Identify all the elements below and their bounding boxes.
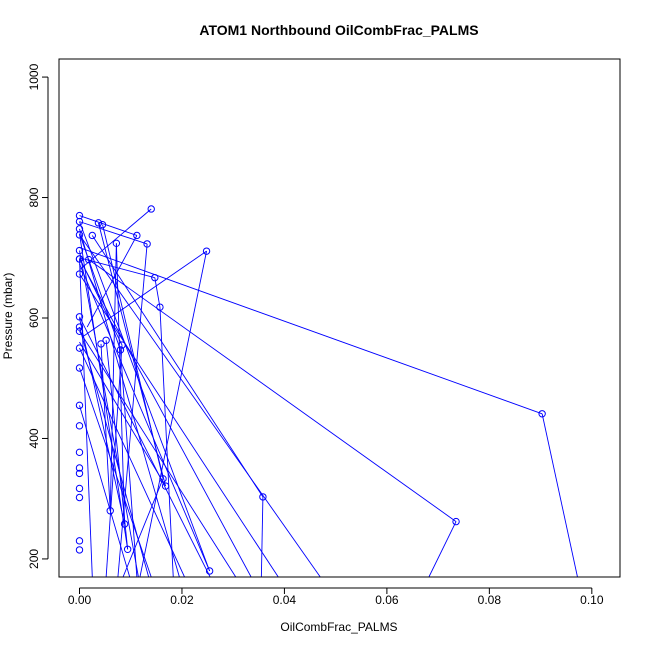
data-point (452, 517, 460, 526)
series-line-segment (79, 258, 93, 577)
y-tick-label: 200 (27, 549, 41, 569)
series-line-segment (98, 222, 167, 487)
series-line-segment (79, 316, 211, 577)
data-point (147, 205, 155, 213)
series-line-segment (260, 496, 264, 577)
series-line-segment (88, 259, 457, 522)
data-point (75, 493, 84, 502)
data-point (75, 255, 84, 263)
x-tick-label: 0.08 (478, 593, 502, 607)
data-point (143, 240, 151, 248)
data-point (75, 231, 84, 239)
data-point (112, 239, 121, 248)
data-point (75, 484, 84, 493)
data-point (123, 545, 132, 553)
series-line-segment (79, 215, 138, 236)
data-point (75, 313, 84, 321)
data-point (75, 546, 84, 554)
series-line-segment (79, 233, 129, 550)
data-point (88, 231, 97, 240)
x-axis-title: OilCombFrac_PALMS (280, 620, 397, 634)
series-line-segment (79, 221, 148, 245)
data-point (538, 410, 546, 418)
x-tick-label: 0.00 (68, 593, 92, 607)
data-point (75, 327, 84, 335)
data-point (75, 364, 84, 372)
data-point (75, 323, 84, 331)
series-line-segment (105, 340, 129, 550)
data-point (75, 422, 84, 430)
data-point (116, 346, 125, 354)
data-point (75, 401, 84, 410)
data-point (75, 537, 84, 545)
y-tick-label: 600 (27, 308, 41, 328)
data-point (205, 567, 214, 575)
data-point (102, 336, 110, 344)
series-line-segment (159, 307, 174, 577)
x-tick-label: 0.06 (375, 593, 399, 607)
data-point (159, 475, 167, 483)
y-tick-label: 1000 (27, 63, 41, 90)
series-line-segment (79, 247, 543, 415)
series-line-segment (100, 343, 111, 511)
data-point (75, 270, 84, 278)
series-line-segment (79, 228, 180, 577)
data-point (98, 220, 107, 229)
series-line-segment (79, 405, 131, 577)
data-point (106, 507, 114, 515)
series-line-segment (154, 277, 161, 308)
series-points (75, 205, 546, 575)
data-point (161, 482, 170, 490)
series-line-segment (79, 341, 166, 487)
y-tick-label: 400 (27, 428, 41, 448)
series-line-segment (541, 413, 578, 577)
series-line-segment (117, 243, 148, 577)
axes: 0.00 0.02 0.04 0.06 0.08 0.10 200 400 600 800 1000 (27, 63, 604, 607)
series-line-segment (79, 234, 321, 577)
data-point (75, 217, 84, 226)
data-point (75, 344, 84, 352)
data-point (75, 246, 84, 255)
plot-frame (58, 58, 621, 578)
series-line-segment (109, 243, 117, 511)
chart-title: ATOM1 Northbound OilCombFrac_PALMS (199, 22, 478, 38)
data-point (202, 247, 211, 255)
series-line-segment (91, 235, 264, 498)
series-line-segment (120, 349, 138, 577)
x-tick-label: 0.02 (170, 593, 194, 607)
data-point (75, 464, 84, 472)
series-line-segment (428, 521, 457, 577)
data-point (75, 469, 84, 478)
x-tick-label: 0.10 (580, 593, 604, 607)
data-point (120, 520, 129, 528)
data-point (259, 493, 267, 501)
series-line-segment (79, 317, 126, 525)
series-line-segment (122, 478, 164, 577)
series-line-segment (79, 257, 123, 346)
data-point (97, 340, 105, 348)
series-line-segment (139, 251, 207, 577)
data-point (75, 448, 84, 457)
data-point (85, 255, 93, 264)
data-point (94, 219, 103, 227)
series-line-segment (86, 235, 138, 328)
series-line-segment (79, 221, 211, 572)
series-lines (79, 208, 578, 577)
series-line-segment (79, 273, 279, 577)
series-line-segment (79, 233, 121, 351)
data-point (118, 341, 126, 349)
x-tick-label: 0.04 (273, 593, 297, 607)
data-point (133, 231, 141, 240)
series-line-segment (79, 367, 152, 577)
y-tick-label: 800 (27, 187, 41, 207)
series-line-segment (79, 250, 139, 577)
data-point (151, 273, 159, 282)
series-line-segment (115, 243, 126, 525)
series-line-segment (79, 347, 185, 577)
data-point (156, 303, 164, 311)
series-line-segment (79, 263, 211, 572)
y-axis-title: Pressure (mbar) (1, 273, 15, 360)
